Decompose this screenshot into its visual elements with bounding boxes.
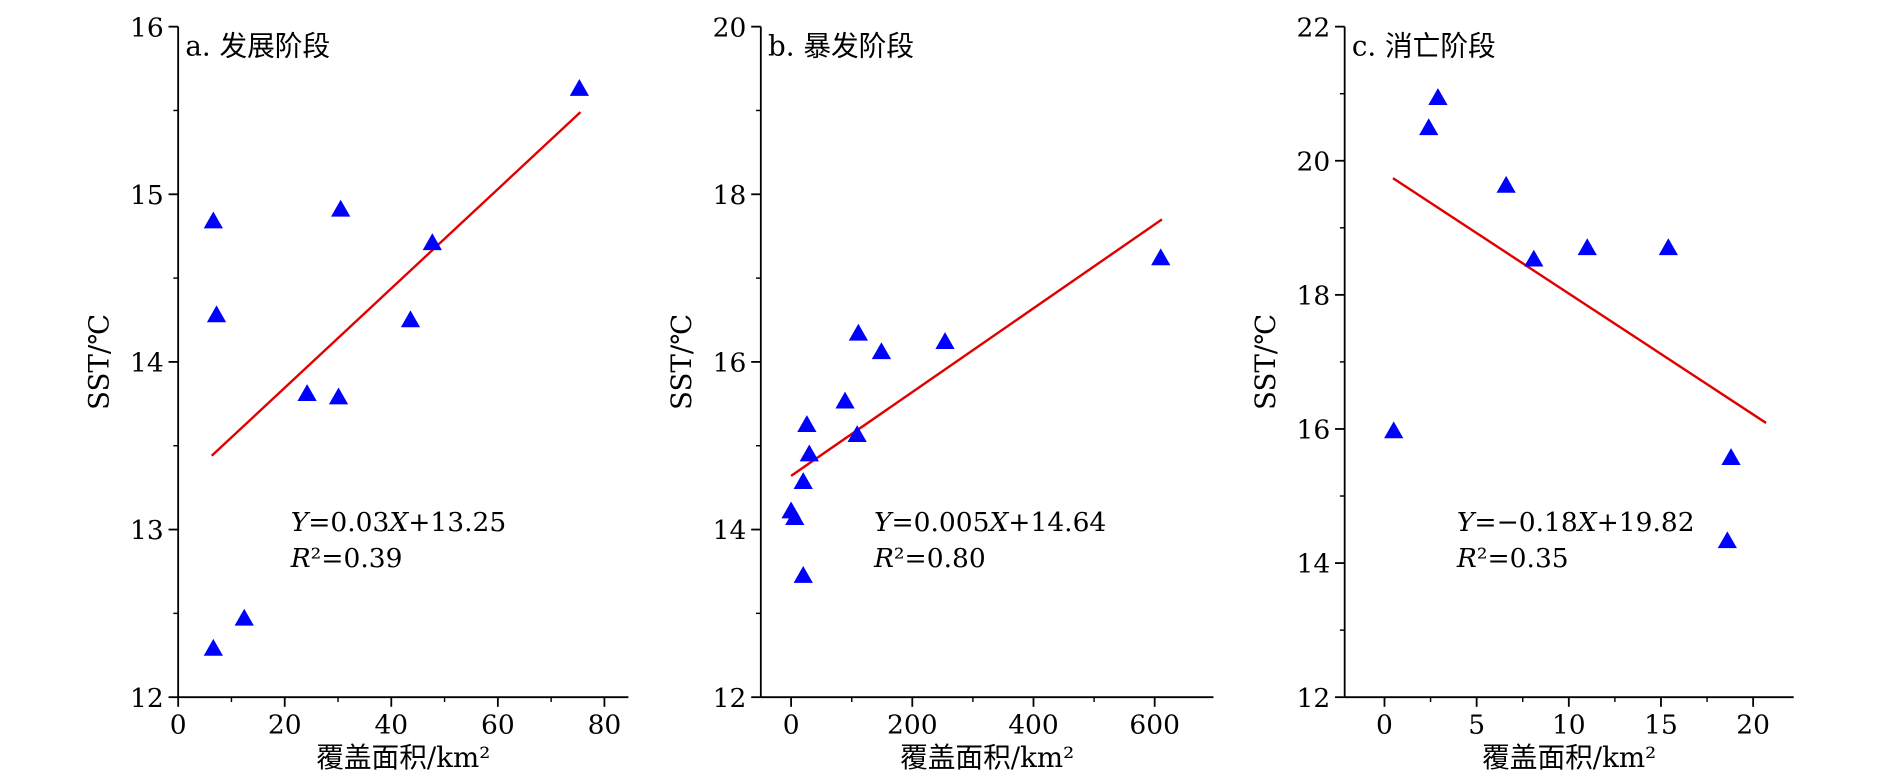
y-tick-label: 22 xyxy=(1297,12,1331,43)
x-tick-label: 5 xyxy=(1468,709,1485,740)
x-tick-label: 600 xyxy=(1129,709,1180,740)
x-tick-label: 15 xyxy=(1644,709,1678,740)
point xyxy=(797,415,817,432)
point xyxy=(203,638,223,656)
x-tick-label: 200 xyxy=(887,709,938,740)
y-axis-label: SST/℃ xyxy=(665,314,698,410)
y-axis-label: SST/℃ xyxy=(1249,314,1282,410)
point xyxy=(569,79,590,96)
point xyxy=(871,342,892,360)
r-squared: R²=0.39 xyxy=(290,543,403,574)
x-axis-label: 覆盖面积/km² xyxy=(1482,741,1656,774)
x-tick-label: 40 xyxy=(374,709,408,740)
y-axis-label: SST/℃ xyxy=(82,314,115,410)
fit-line xyxy=(210,111,582,457)
point xyxy=(1384,421,1404,439)
point xyxy=(785,508,805,526)
y-tick-label: 14 xyxy=(130,348,164,379)
x-tick-label: 20 xyxy=(1736,709,1770,740)
x-tick-label: 20 xyxy=(268,709,302,740)
point xyxy=(835,391,855,409)
point xyxy=(234,608,254,626)
panel-title: c. 消亡阶段 xyxy=(1352,30,1496,63)
x-axis-label: 覆盖面积/km² xyxy=(316,741,490,774)
x-tick-label: 400 xyxy=(1008,709,1059,740)
point xyxy=(799,444,819,462)
y-tick-label: 16 xyxy=(130,12,164,43)
panel-title: a. 发展阶段 xyxy=(185,30,330,63)
y-tick-label: 13 xyxy=(130,515,164,546)
y-tick-label: 12 xyxy=(713,683,747,714)
y-tick-label: 15 xyxy=(130,180,164,211)
point xyxy=(328,387,349,405)
point xyxy=(1577,238,1597,256)
fit-line xyxy=(1392,177,1767,424)
r-squared: R²=0.35 xyxy=(1456,543,1569,574)
point xyxy=(848,323,869,341)
x-tick-label: 0 xyxy=(1376,709,1393,740)
point xyxy=(1721,448,1741,466)
point xyxy=(331,199,351,217)
point xyxy=(203,211,223,229)
point xyxy=(297,384,317,401)
point xyxy=(1717,531,1737,549)
point xyxy=(847,425,867,443)
point xyxy=(793,566,813,583)
y-tick-label: 14 xyxy=(1297,549,1331,580)
point xyxy=(935,332,955,350)
point xyxy=(1496,175,1516,193)
y-tick-label: 14 xyxy=(713,515,747,546)
y-tick-label: 18 xyxy=(1297,280,1331,311)
point xyxy=(400,310,421,328)
point xyxy=(1419,118,1439,136)
point xyxy=(1428,88,1448,105)
equation: Y=−0.18X+19.82 xyxy=(1457,507,1695,538)
point xyxy=(1524,249,1544,267)
y-tick-label: 12 xyxy=(1297,683,1331,714)
x-tick-label: 60 xyxy=(481,709,515,740)
x-tick-label: 0 xyxy=(170,709,187,740)
point xyxy=(1151,248,1171,266)
x-tick-label: 80 xyxy=(588,709,622,740)
r-squared: R²=0.80 xyxy=(873,543,986,574)
x-tick-label: 0 xyxy=(783,709,800,740)
fit-line xyxy=(790,218,1163,477)
y-tick-label: 16 xyxy=(1297,415,1331,446)
y-tick-label: 18 xyxy=(713,180,747,211)
x-tick-label: 10 xyxy=(1552,709,1586,740)
equation: Y=0.03X+13.25 xyxy=(291,507,506,538)
point xyxy=(422,233,442,251)
equation: Y=0.005X+14.64 xyxy=(874,507,1106,538)
point xyxy=(793,472,813,489)
y-tick-label: 20 xyxy=(713,12,747,43)
point xyxy=(206,305,227,323)
point xyxy=(1658,238,1678,256)
y-tick-label: 12 xyxy=(130,683,164,714)
y-tick-label: 16 xyxy=(713,348,747,379)
y-tick-label: 20 xyxy=(1297,146,1331,177)
x-axis-label: 覆盖面积/km² xyxy=(900,741,1074,774)
panel-title: b. 暴发阶段 xyxy=(768,30,914,63)
